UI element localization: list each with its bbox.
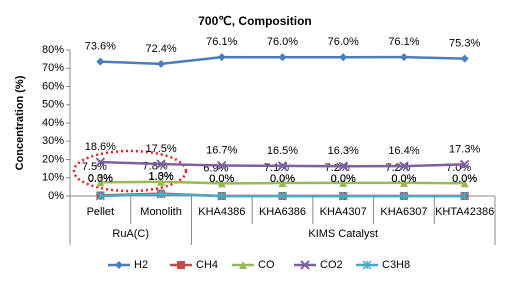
marker	[217, 179, 226, 188]
legend-label: CH4	[196, 259, 218, 271]
group-label: KIMS Catalyst	[308, 228, 378, 240]
y-tick-label: 0%	[48, 190, 64, 202]
marker	[157, 59, 166, 68]
marker	[399, 161, 409, 171]
series: 18.6% 17.5% 16.7% 16.5% 16.3% 16.4% 17.3%	[85, 141, 480, 171]
marker	[156, 189, 166, 199]
series: 0.0% 1.0% 0.0% 0.0% 0.0% 0.0% 0.0%	[88, 171, 477, 201]
data-label: 0.0%	[452, 173, 477, 185]
data-label: 76.0%	[328, 36, 359, 48]
marker	[277, 161, 288, 171]
data-label: 0.0%	[452, 173, 477, 185]
x-tick-label: KHA6307	[380, 206, 427, 218]
legend-label: H2	[134, 259, 148, 271]
y-tick-label: 40%	[42, 117, 64, 129]
x-tick-label: KHA4386	[198, 206, 245, 218]
series: 73.6% 72.4% 76.1% 76.0% 76.0% 76.1% 75.3%	[85, 36, 480, 68]
data-label: 7.5%	[82, 161, 107, 173]
chart-title: 700℃, Composition	[198, 14, 312, 28]
marker	[460, 54, 469, 63]
marker	[156, 159, 166, 169]
marker	[300, 260, 310, 270]
marker	[95, 157, 106, 167]
y-tick-label: 20%	[42, 153, 64, 165]
marker	[96, 178, 105, 187]
data-label: 76.1%	[388, 36, 419, 48]
data-label: 18.6%	[85, 141, 116, 153]
y-tick-label: 30%	[42, 135, 64, 147]
marker	[277, 191, 288, 201]
marker	[96, 57, 105, 66]
marker	[460, 179, 469, 188]
data-label: 76.1%	[206, 36, 237, 48]
legend-label: C3H8	[382, 259, 410, 271]
y-tick-label: 10%	[42, 172, 64, 184]
data-label: 1.3%	[149, 171, 174, 183]
marker	[460, 191, 470, 201]
marker	[95, 191, 105, 201]
marker	[362, 260, 372, 270]
marker	[338, 161, 348, 171]
highlight-ellipse	[72, 149, 188, 193]
marker	[399, 53, 408, 62]
marker	[177, 261, 185, 269]
marker	[239, 261, 247, 269]
marker	[217, 191, 227, 201]
marker	[115, 261, 123, 269]
x-tick-label: Monolith	[140, 206, 182, 218]
y-tick-label: 60%	[42, 80, 64, 92]
legend-label: CO2	[320, 259, 343, 271]
data-label: 16.4%	[388, 145, 419, 157]
y-tick-label: 80%	[42, 44, 64, 56]
y-axis-label: Concentration (%)	[14, 75, 26, 170]
data-label: 16.5%	[267, 145, 298, 157]
data-label: 0.0%	[270, 173, 295, 185]
data-label: 16.7%	[206, 144, 237, 156]
group-label: RuA(C)	[112, 228, 149, 240]
marker	[399, 178, 408, 187]
x-tick-label: KHTA42386	[435, 206, 494, 218]
marker	[217, 53, 226, 62]
y-tick-label: 70%	[42, 62, 64, 74]
data-label: 73.6%	[85, 41, 116, 53]
marker	[459, 159, 470, 170]
x-tick-label: Pellet	[87, 206, 115, 218]
marker	[338, 191, 348, 201]
marker	[339, 178, 348, 187]
data-label: 72.4%	[145, 43, 176, 55]
data-label: 16.3%	[328, 145, 359, 157]
data-label: 17.5%	[145, 143, 176, 155]
data-label: 0.0%	[88, 173, 113, 185]
marker	[278, 53, 287, 62]
data-label: 1.0%	[149, 171, 174, 183]
y-tick-label: 50%	[42, 99, 64, 111]
marker	[339, 53, 348, 62]
marker	[399, 191, 409, 201]
marker	[217, 160, 227, 171]
x-tick-label: KHA6386	[259, 206, 306, 218]
data-label: 75.3%	[449, 37, 480, 49]
data-label: 76.0%	[267, 36, 298, 48]
data-label: 0.0%	[331, 173, 356, 185]
x-tick-label: KHA4307	[320, 206, 367, 218]
legend-label: CO	[258, 259, 275, 271]
data-label: 0.0%	[209, 173, 234, 185]
data-label: 17.3%	[449, 143, 480, 155]
data-label: 0.0%	[209, 173, 234, 185]
data-label: 0.0%	[391, 173, 416, 185]
marker	[157, 177, 166, 186]
marker	[278, 179, 287, 188]
